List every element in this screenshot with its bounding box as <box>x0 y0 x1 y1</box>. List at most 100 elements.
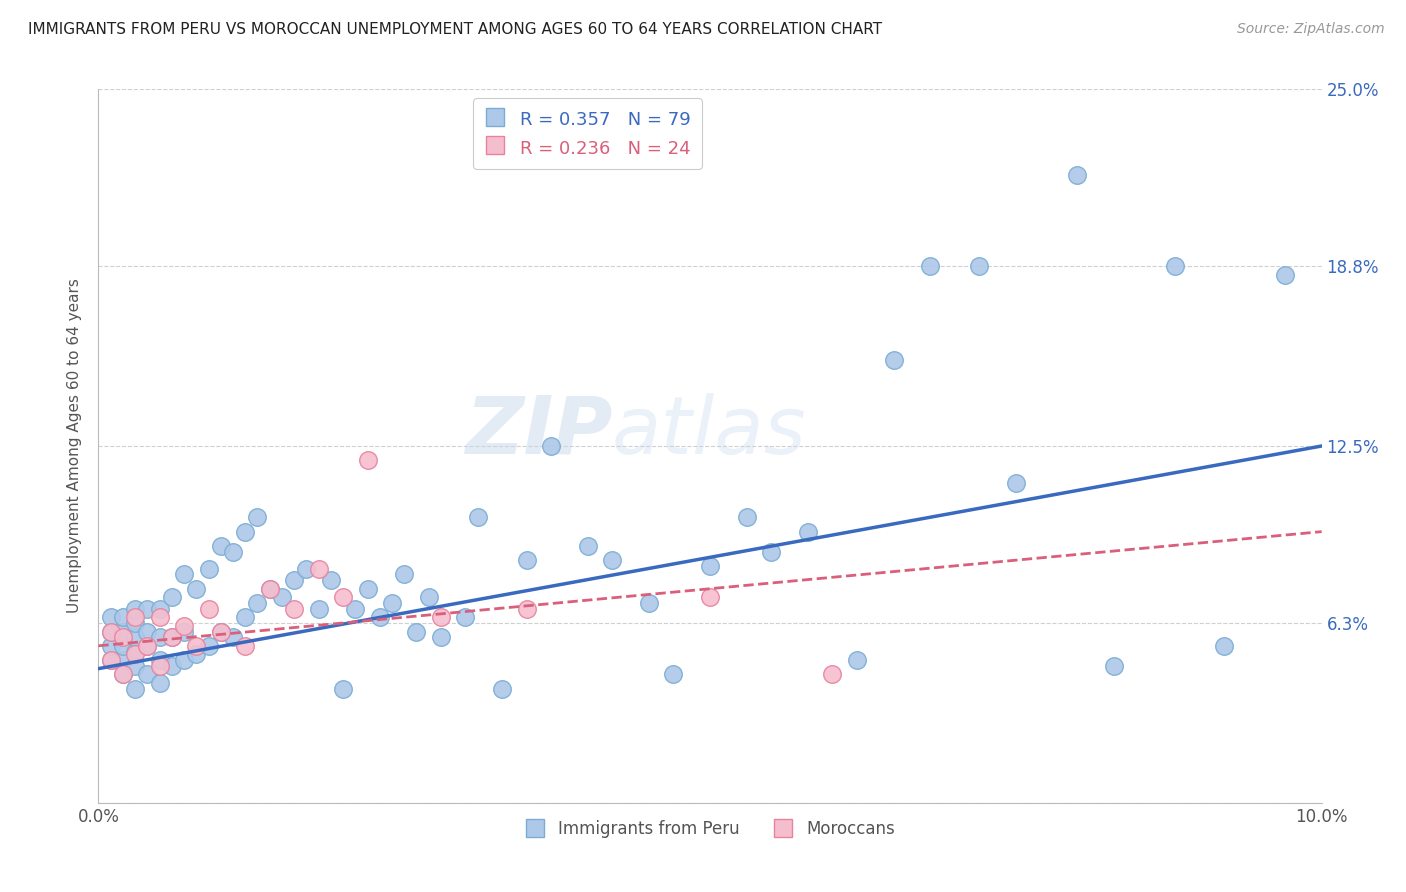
Point <box>222 630 245 644</box>
Point <box>454 610 477 624</box>
Point <box>209 624 232 639</box>
Point <box>1102 658 1125 673</box>
Point <box>883 353 905 368</box>
Point <box>209 539 232 553</box>
Point <box>111 667 134 681</box>
Point <box>246 510 269 524</box>
Point <box>100 653 122 667</box>
Text: IMMIGRANTS FROM PERU VS MOROCCAN UNEMPLOYMENT AMONG AGES 60 TO 64 YEARS CORRELAT: IMMIGRANTS FROM PERU VS MOROCCAN UNEMPLO… <box>28 22 882 37</box>
Point <box>662 667 685 681</box>
Point <box>124 601 146 615</box>
Point <box>136 624 159 639</box>
Point <box>111 639 134 653</box>
Point <box>967 259 990 273</box>
Point <box>381 596 404 610</box>
Point <box>111 630 134 644</box>
Point <box>332 591 354 605</box>
Point <box>149 653 172 667</box>
Point <box>124 644 146 658</box>
Point <box>600 553 623 567</box>
Point <box>136 639 159 653</box>
Point <box>233 610 256 624</box>
Point <box>173 624 195 639</box>
Point <box>699 591 721 605</box>
Point <box>222 544 245 558</box>
Point <box>160 658 183 673</box>
Point <box>308 601 330 615</box>
Point <box>124 648 146 662</box>
Legend: Immigrants from Peru, Moroccans: Immigrants from Peru, Moroccans <box>519 814 901 845</box>
Point <box>197 601 219 615</box>
Point <box>516 601 538 615</box>
Point <box>319 573 342 587</box>
Point <box>100 624 122 639</box>
Point <box>418 591 440 605</box>
Point <box>100 610 122 624</box>
Point <box>920 259 942 273</box>
Point <box>332 681 354 696</box>
Point <box>430 610 453 624</box>
Point <box>392 567 416 582</box>
Point <box>797 524 820 539</box>
Point <box>344 601 367 615</box>
Point <box>160 591 183 605</box>
Point <box>735 510 758 524</box>
Point <box>540 439 562 453</box>
Point <box>283 601 305 615</box>
Point <box>100 624 122 639</box>
Point <box>1004 476 1026 491</box>
Point <box>124 610 146 624</box>
Point <box>233 524 256 539</box>
Point <box>173 619 195 633</box>
Point <box>136 639 159 653</box>
Point <box>1212 639 1234 653</box>
Point <box>111 667 134 681</box>
Point <box>149 676 172 690</box>
Point <box>308 562 330 576</box>
Point <box>186 582 208 596</box>
Point <box>356 453 378 467</box>
Point <box>136 667 159 681</box>
Point <box>491 681 513 696</box>
Point <box>149 601 172 615</box>
Point <box>295 562 318 576</box>
Point <box>111 610 134 624</box>
Point <box>197 562 219 576</box>
Point <box>136 601 159 615</box>
Text: Source: ZipAtlas.com: Source: ZipAtlas.com <box>1237 22 1385 37</box>
Point <box>1274 268 1296 282</box>
Point <box>637 596 661 610</box>
Point <box>173 567 195 582</box>
Point <box>124 630 146 644</box>
Point <box>197 639 219 653</box>
Point <box>368 610 391 624</box>
Point <box>149 610 172 624</box>
Point <box>356 582 378 596</box>
Point <box>160 630 183 644</box>
Text: atlas: atlas <box>612 392 807 471</box>
Point <box>100 653 122 667</box>
Point <box>699 558 721 573</box>
Point <box>149 658 172 673</box>
Point <box>100 639 122 653</box>
Point <box>209 624 232 639</box>
Point <box>1066 168 1088 182</box>
Point <box>111 624 134 639</box>
Point <box>259 582 281 596</box>
Point <box>430 630 453 644</box>
Point <box>283 573 305 587</box>
Point <box>270 591 292 605</box>
Point <box>759 544 782 558</box>
Point <box>160 630 183 644</box>
Point <box>124 681 146 696</box>
Point <box>1164 259 1187 273</box>
Point <box>821 667 844 681</box>
Point <box>516 553 538 567</box>
Point <box>124 615 146 630</box>
Point <box>405 624 427 639</box>
Point <box>186 639 208 653</box>
Point <box>111 653 134 667</box>
Point <box>576 539 599 553</box>
Y-axis label: Unemployment Among Ages 60 to 64 years: Unemployment Among Ages 60 to 64 years <box>67 278 83 614</box>
Point <box>149 630 172 644</box>
